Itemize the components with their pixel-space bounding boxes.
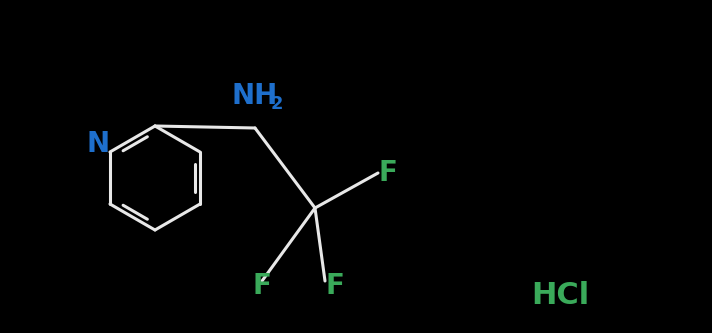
Text: F: F [379,159,397,187]
Text: F: F [325,272,345,300]
Text: 2: 2 [271,95,283,113]
Text: HCl: HCl [531,280,589,309]
Text: NH: NH [232,82,278,110]
Text: F: F [253,272,271,300]
Text: N: N [86,130,110,158]
